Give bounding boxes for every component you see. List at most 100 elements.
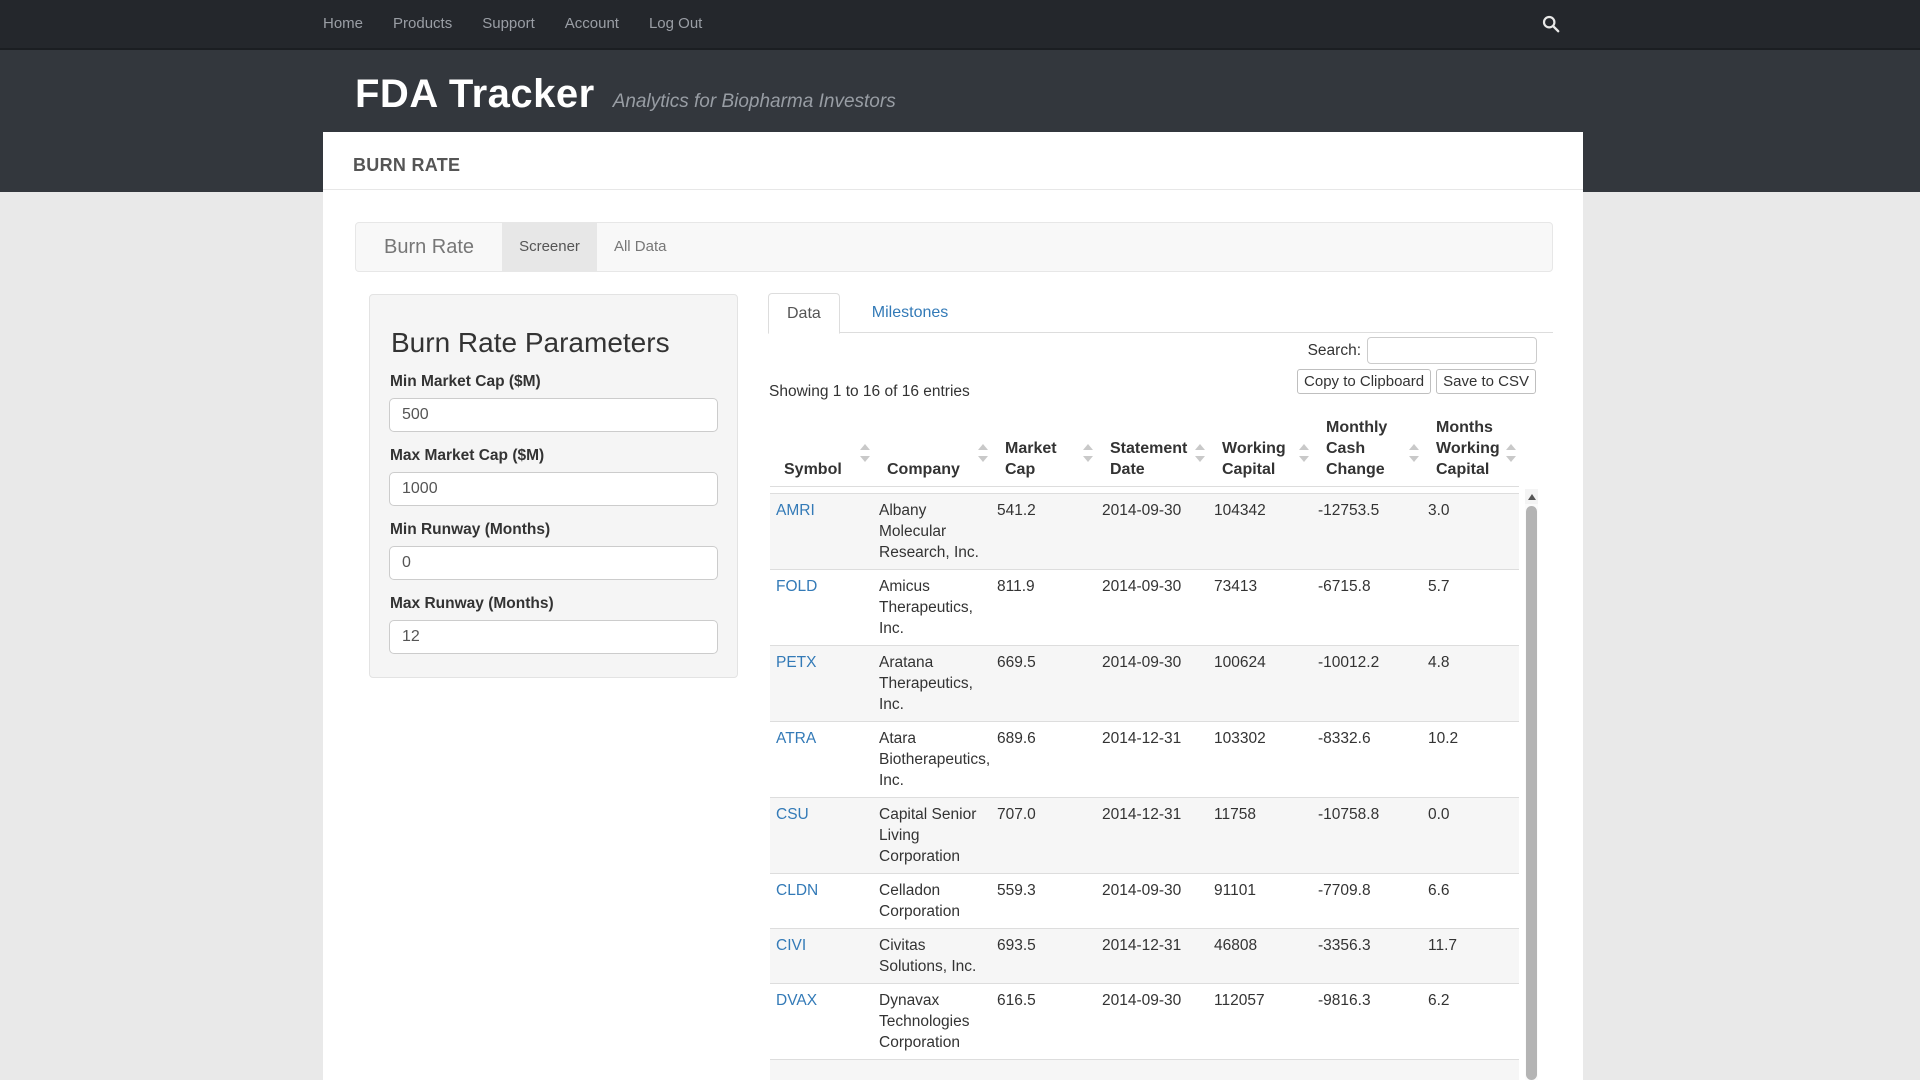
table-row: DVAXDynavax Technologies Corporation616.… bbox=[770, 983, 1519, 1059]
market-cap-cell: 693.5 bbox=[991, 929, 1096, 983]
parameters-title: Burn Rate Parameters bbox=[391, 327, 718, 359]
tab-data[interactable]: Data bbox=[768, 293, 840, 334]
statement-date-cell: 2014-09-30 bbox=[1096, 874, 1208, 928]
card-navbar: Burn Rate Screener All Data bbox=[355, 222, 1553, 272]
column-header-symbol[interactable]: Symbol bbox=[770, 419, 873, 486]
column-header-monthly-cash-change[interactable]: Monthly Cash Change bbox=[1312, 419, 1422, 486]
symbol-cell: AMRI bbox=[770, 494, 873, 569]
tab-milestones[interactable]: Milestones bbox=[854, 293, 966, 334]
table-search-input[interactable] bbox=[1367, 337, 1537, 364]
working-capital-cell: 100624 bbox=[1208, 646, 1312, 721]
panel-tabs: Data Milestones bbox=[768, 293, 1553, 333]
table-scrollbar bbox=[1525, 489, 1538, 1080]
max-runway-input[interactable] bbox=[389, 620, 718, 654]
scrollbar-up-arrow-icon[interactable] bbox=[1525, 489, 1538, 504]
data-panel: Data Milestones Search: Copy to Clipboar… bbox=[768, 293, 1553, 1080]
market-cap-cell: 707.0 bbox=[991, 798, 1096, 873]
company-cell: Atara Biotherapeutics, Inc. bbox=[873, 722, 991, 797]
company-cell: Aratana Therapeutics, Inc. bbox=[873, 646, 991, 721]
months-working-capital-cell: 11.7 bbox=[1422, 929, 1519, 983]
column-header-working-capital[interactable]: Working Capital bbox=[1208, 419, 1312, 486]
symbol-cell: CLDN bbox=[770, 874, 873, 928]
company-cell: Amicus Therapeutics, Inc. bbox=[873, 570, 991, 645]
tab-all-data[interactable]: All Data bbox=[597, 223, 684, 271]
table-row: ATRAAtara Biotherapeutics, Inc.689.62014… bbox=[770, 721, 1519, 797]
working-capital-cell: 104342 bbox=[1208, 494, 1312, 569]
column-header-market-cap[interactable]: Market Cap bbox=[991, 419, 1096, 486]
search-label: Search: bbox=[1308, 342, 1361, 360]
sort-icon bbox=[1195, 441, 1205, 465]
search-icon[interactable] bbox=[1527, 0, 1575, 48]
symbol-cell: FOLD bbox=[770, 570, 873, 645]
working-capital-cell: 46808 bbox=[1208, 929, 1312, 983]
statement-date-cell: 2014-09-30 bbox=[1096, 984, 1208, 1059]
nav-item-products[interactable]: Products bbox=[378, 0, 467, 48]
symbol-link[interactable]: ATRA bbox=[776, 730, 816, 747]
nav-item-home[interactable]: Home bbox=[308, 0, 378, 48]
card-brand-burn-rate[interactable]: Burn Rate bbox=[356, 223, 474, 271]
symbol-link[interactable]: PETX bbox=[776, 654, 816, 671]
sort-icon bbox=[1083, 441, 1093, 465]
table-body: AMRI Albany Molecular Research, Inc.541.2… bbox=[770, 489, 1519, 1080]
months-working-capital-cell: 6.2 bbox=[1422, 984, 1519, 1059]
market-cap-cell: 541.2 bbox=[991, 494, 1096, 569]
min-runway-input[interactable] bbox=[389, 546, 718, 580]
company-cell: Albany Molecular Research, Inc. bbox=[873, 494, 991, 569]
monthly-cash-change-cell: -12753.5 bbox=[1312, 494, 1422, 569]
company-cell: Dynavax Technologies Corporation bbox=[873, 984, 991, 1059]
save-to-csv-button[interactable]: Save to CSV bbox=[1436, 369, 1536, 394]
column-header-company[interactable]: Company bbox=[873, 419, 991, 486]
table-row: AMRI Albany Molecular Research, Inc.541.2… bbox=[770, 493, 1519, 569]
site-tagline: Analytics for Biopharma Investors bbox=[613, 91, 896, 113]
content-container: BURN RATE Burn Rate Screener All Data Bu… bbox=[323, 132, 1583, 1080]
months-working-capital-cell: 5.7 bbox=[1422, 570, 1519, 645]
monthly-cash-change-cell: -8332.6 bbox=[1312, 722, 1422, 797]
market-cap-cell: 669.5 bbox=[991, 646, 1096, 721]
table-rows-mount: AMRI Albany Molecular Research, Inc.541.2… bbox=[770, 493, 1519, 1059]
sort-icon bbox=[860, 441, 870, 465]
column-header-statement-date[interactable]: Statement Date bbox=[1096, 419, 1208, 486]
symbol-link[interactable]: CIVI bbox=[776, 937, 806, 954]
statement-date-cell: 2014-09-30 bbox=[1096, 494, 1208, 569]
working-capital-cell: 11758 bbox=[1208, 798, 1312, 873]
monthly-cash-change-cell: -7709.8 bbox=[1312, 874, 1422, 928]
showing-entries-text: Showing 1 to 16 of 16 entries bbox=[769, 383, 970, 401]
symbol-link[interactable]: DVAX bbox=[776, 992, 817, 1009]
max-market-cap-input[interactable] bbox=[389, 472, 718, 506]
table-header-row: SymbolCompanyMarket CapStatement DateWor… bbox=[770, 420, 1519, 487]
tab-screener[interactable]: Screener bbox=[502, 223, 597, 271]
monthly-cash-change-cell: -6715.8 bbox=[1312, 570, 1422, 645]
symbol-link[interactable]: FOLD bbox=[776, 578, 817, 595]
scrollbar-thumb[interactable] bbox=[1526, 506, 1537, 1080]
market-cap-cell: 811.9 bbox=[991, 570, 1096, 645]
symbol-cell: CIVI bbox=[770, 929, 873, 983]
statement-date-cell: 2014-12-31 bbox=[1096, 722, 1208, 797]
symbol-link[interactable]: CSU bbox=[776, 806, 809, 823]
symbol-link[interactable]: CLDN bbox=[776, 882, 818, 899]
sort-icon bbox=[1299, 441, 1309, 465]
min-market-cap-label: Min Market Cap ($M) bbox=[390, 373, 718, 391]
statement-date-cell: 2014-09-30 bbox=[1096, 570, 1208, 645]
symbol-cell: ATRA bbox=[770, 722, 873, 797]
months-working-capital-cell: 3.0 bbox=[1422, 494, 1519, 569]
symbol-cell: DVAX bbox=[770, 984, 873, 1059]
monthly-cash-change-cell: -3356.3 bbox=[1312, 929, 1422, 983]
max-market-cap-label: Max Market Cap ($M) bbox=[390, 447, 718, 465]
page-header: BURN RATE bbox=[323, 132, 1583, 190]
copy-to-clipboard-button[interactable]: Copy to Clipboard bbox=[1297, 369, 1431, 394]
symbol-link[interactable]: AMRI bbox=[776, 502, 815, 519]
statement-date-cell: 2014-09-30 bbox=[1096, 646, 1208, 721]
sort-icon bbox=[978, 441, 988, 465]
nav-item-logout[interactable]: Log Out bbox=[634, 0, 717, 48]
months-working-capital-cell: 4.8 bbox=[1422, 646, 1519, 721]
symbol-cell: CSU bbox=[770, 798, 873, 873]
months-working-capital-cell: 6.6 bbox=[1422, 874, 1519, 928]
nav-item-support[interactable]: Support bbox=[467, 0, 550, 48]
company-cell: Civitas Solutions, Inc. bbox=[873, 929, 991, 983]
column-header-months-working-capital[interactable]: Months Working Capital bbox=[1422, 419, 1519, 486]
export-buttons: Copy to Clipboard Save to CSV bbox=[1292, 369, 1536, 394]
working-capital-cell: 73413 bbox=[1208, 570, 1312, 645]
min-market-cap-input[interactable] bbox=[389, 398, 718, 432]
nav-item-account[interactable]: Account bbox=[550, 0, 634, 48]
monthly-cash-change-cell: -9816.3 bbox=[1312, 984, 1422, 1059]
